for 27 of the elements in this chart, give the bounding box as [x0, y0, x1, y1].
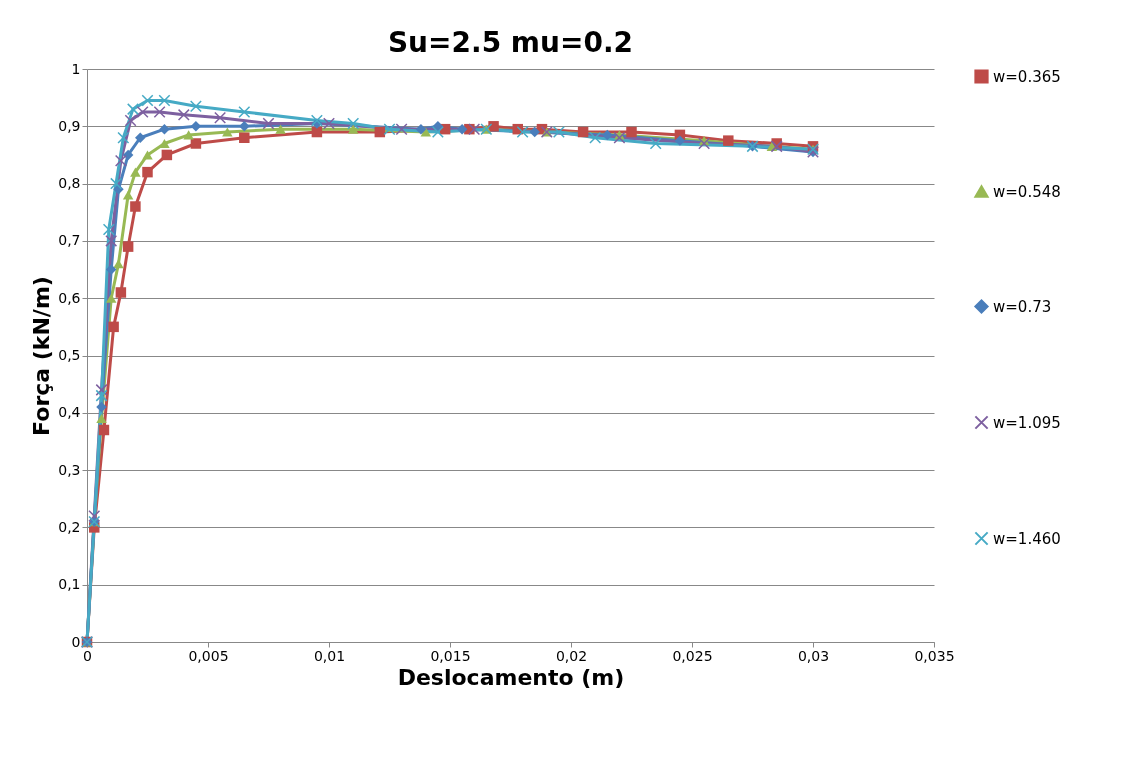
y-tick-label: 0,9 — [58, 117, 81, 134]
legend-label: w=0.73 — [993, 297, 1052, 316]
x-tick-label: 0,02 — [555, 647, 588, 664]
x-tick-label: 0,015 — [430, 647, 471, 664]
chart-title: Su=2.5 mu=0.2 — [387, 26, 634, 59]
x-tick-label: 0,01 — [313, 647, 346, 664]
y-tick-label: 0,5 — [58, 347, 81, 363]
legend-label: w=1.095 — [993, 413, 1061, 432]
legend-label: w=0.365 — [993, 67, 1061, 86]
y-axis-title: Força (kN/m) — [29, 276, 55, 436]
y-tick-label: 0,1 — [58, 576, 81, 593]
legend-label: w=1.460 — [993, 529, 1061, 548]
y-tick-label: 0 — [71, 633, 81, 650]
y-tick-label: 0,8 — [58, 175, 81, 192]
x-axis-title: Deslocamento (m) — [397, 664, 625, 690]
y-tick-label: 0,6 — [58, 289, 81, 306]
x-tick-label: 0,005 — [188, 647, 229, 664]
y-tick-label: 0,7 — [58, 232, 81, 249]
y-tick-label: 0,4 — [58, 404, 81, 421]
x-tick-label: 0 — [83, 647, 92, 664]
x-tick-label: 0,03 — [797, 647, 830, 664]
y-tick-label: 0,2 — [58, 518, 81, 535]
x-tick-label: 0,035 — [914, 647, 955, 664]
y-tick-label: 1 — [71, 60, 81, 77]
x-tick-label: 0,025 — [672, 647, 713, 664]
legend-label: w=0.548 — [993, 182, 1061, 201]
y-tick-label: 0,3 — [58, 461, 81, 478]
